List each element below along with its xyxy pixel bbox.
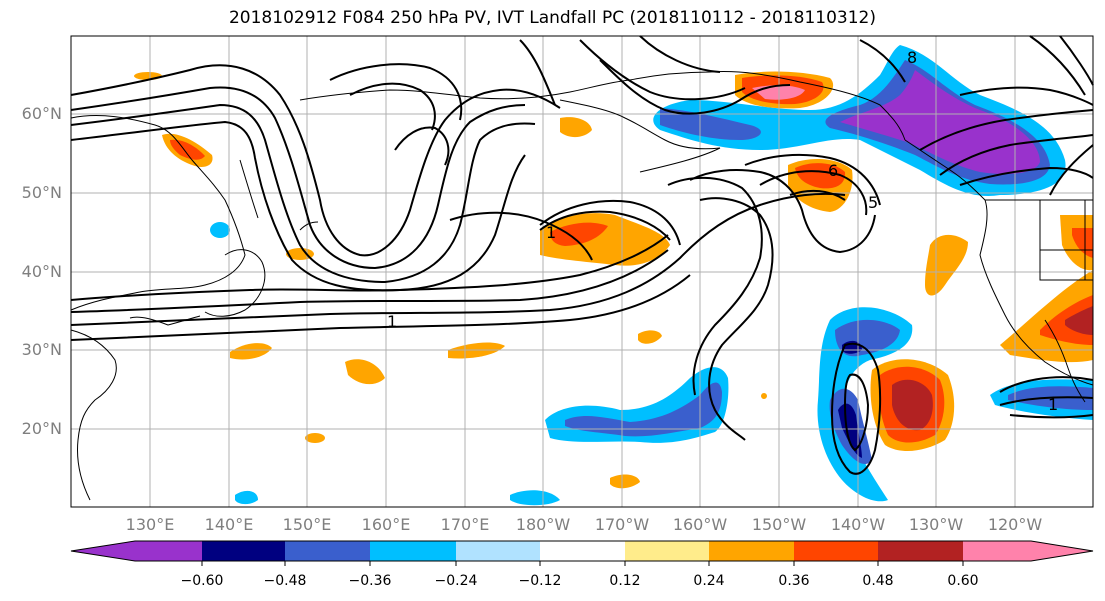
lat-label: 50°N	[21, 183, 62, 202]
map-border	[70, 35, 1094, 508]
contour-label: 1	[546, 223, 556, 242]
lat-label: 40°N	[21, 262, 62, 281]
contour-label: 1	[1048, 395, 1058, 414]
contour-label: 6	[828, 161, 838, 180]
colorbar-tick-label: −0.48	[263, 573, 307, 589]
lon-label: 140°W	[830, 515, 886, 534]
contour-label: 8	[907, 48, 917, 67]
lon-label: 150°W	[751, 515, 807, 534]
lon-label: 150°E	[282, 515, 332, 534]
lat-label: 20°N	[21, 419, 62, 438]
lat-label: 60°N	[21, 104, 62, 123]
lon-label: 180°W	[515, 515, 571, 534]
colorbar-segment	[709, 541, 794, 561]
colorbar-outline	[70, 540, 1094, 562]
colorbar-segment	[71, 541, 135, 561]
colorbar-tick-label: 0.36	[778, 573, 810, 589]
colorbar-segment	[625, 541, 709, 561]
colorbar-segment	[540, 541, 625, 561]
contour-label: 5	[868, 193, 878, 212]
colorbar-tick-label: −0.36	[348, 573, 392, 589]
colorbar-tick-label: −0.24	[434, 573, 478, 589]
colorbar-segment	[370, 541, 456, 561]
lon-label: 170°E	[440, 515, 490, 534]
lon-label: 130°W	[908, 515, 964, 534]
lon-label: 140°E	[204, 515, 254, 534]
colorbar-tick-label: 0.60	[947, 573, 979, 589]
lon-label: 160°E	[361, 515, 411, 534]
lon-label: 120°W	[987, 515, 1043, 534]
colorbar-segment	[285, 541, 370, 561]
colorbar-tick-label: 0.24	[693, 573, 725, 589]
colorbar-segment	[1031, 541, 1093, 561]
colorbar	[70, 540, 1094, 566]
lat-label: 30°N	[21, 340, 62, 359]
lon-label: 160°W	[672, 515, 728, 534]
contour-labels: 1 6 5 1 1 8	[387, 48, 1058, 414]
colorbar-segment	[202, 541, 285, 561]
colorbar-segment	[456, 541, 540, 561]
colorbar-segment	[135, 541, 202, 561]
pv-contours	[70, 35, 1094, 475]
colorbar-tick-label: −0.12	[518, 573, 562, 589]
colorbar-tick-label: 0.48	[862, 573, 894, 589]
figure-title: 2018102912 F084 250 hPa PV, IVT Landfall…	[228, 8, 876, 28]
lon-label: 170°W	[594, 515, 650, 534]
colorbar-segment	[963, 541, 1031, 561]
colorbar-tick-label: 0.12	[609, 573, 641, 589]
colorbar-segment	[794, 541, 878, 561]
contour-label: 1	[387, 312, 397, 331]
colorbar-segment	[878, 541, 963, 561]
colorbar-tick-label: −0.60	[180, 573, 224, 589]
coastlines	[70, 71, 1094, 501]
lon-label: 130°E	[125, 515, 175, 534]
